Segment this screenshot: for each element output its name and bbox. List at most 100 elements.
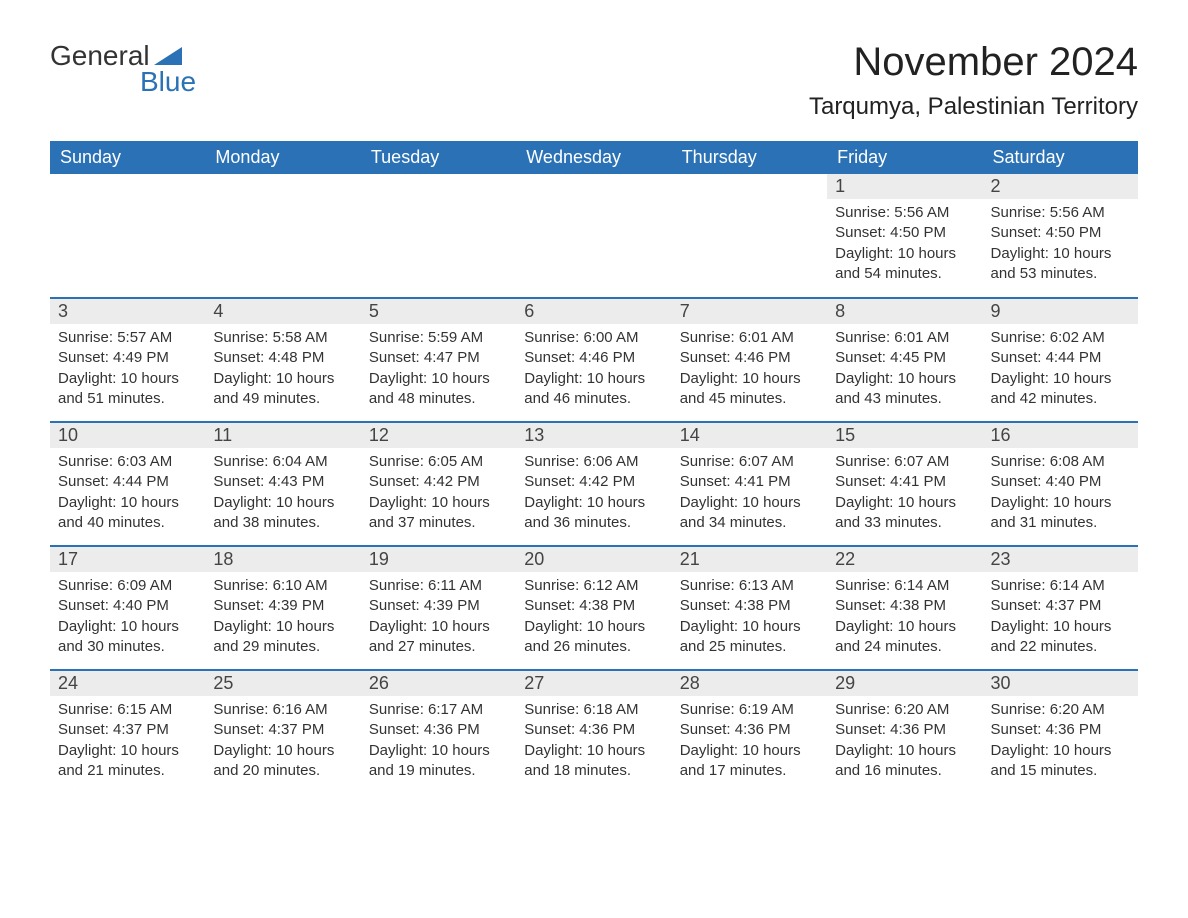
day-number: 6 — [516, 299, 671, 324]
daylight-text: Daylight: 10 hours and 37 minutes. — [369, 493, 508, 534]
day-content: Sunrise: 6:15 AMSunset: 4:37 PMDaylight:… — [50, 696, 205, 789]
day-content: Sunrise: 6:13 AMSunset: 4:38 PMDaylight:… — [672, 572, 827, 665]
day-content: Sunrise: 6:14 AMSunset: 4:38 PMDaylight:… — [827, 572, 982, 665]
calendar-day-cell — [361, 174, 516, 298]
sunset-text: Sunset: 4:48 PM — [213, 348, 352, 368]
location-subtitle: Tarqumya, Palestinian Territory — [809, 93, 1138, 121]
sunrise-text: Sunrise: 6:14 AM — [835, 576, 974, 596]
daylight-text: Daylight: 10 hours and 34 minutes. — [680, 493, 819, 534]
sunset-text: Sunset: 4:43 PM — [213, 472, 352, 492]
sunset-text: Sunset: 4:37 PM — [991, 596, 1130, 616]
sunrise-text: Sunrise: 6:00 AM — [524, 328, 663, 348]
day-number: 12 — [361, 423, 516, 448]
sunrise-text: Sunrise: 6:09 AM — [58, 576, 197, 596]
calendar-day-cell: 2Sunrise: 5:56 AMSunset: 4:50 PMDaylight… — [983, 174, 1138, 298]
daylight-text: Daylight: 10 hours and 36 minutes. — [524, 493, 663, 534]
daylight-text: Daylight: 10 hours and 29 minutes. — [213, 617, 352, 658]
calendar-day-cell: 12Sunrise: 6:05 AMSunset: 4:42 PMDayligh… — [361, 422, 516, 546]
sunset-text: Sunset: 4:50 PM — [835, 223, 974, 243]
day-number: 2 — [983, 174, 1138, 199]
sunset-text: Sunset: 4:45 PM — [835, 348, 974, 368]
daylight-text: Daylight: 10 hours and 51 minutes. — [58, 369, 197, 410]
calendar-day-cell: 18Sunrise: 6:10 AMSunset: 4:39 PMDayligh… — [205, 546, 360, 670]
daylight-text: Daylight: 10 hours and 46 minutes. — [524, 369, 663, 410]
calendar-week-row: 1Sunrise: 5:56 AMSunset: 4:50 PMDaylight… — [50, 174, 1138, 298]
calendar-day-cell: 5Sunrise: 5:59 AMSunset: 4:47 PMDaylight… — [361, 298, 516, 422]
sunset-text: Sunset: 4:38 PM — [835, 596, 974, 616]
day-content: Sunrise: 6:08 AMSunset: 4:40 PMDaylight:… — [983, 448, 1138, 541]
sunset-text: Sunset: 4:42 PM — [524, 472, 663, 492]
sunset-text: Sunset: 4:40 PM — [58, 596, 197, 616]
daylight-text: Daylight: 10 hours and 48 minutes. — [369, 369, 508, 410]
day-content: Sunrise: 6:00 AMSunset: 4:46 PMDaylight:… — [516, 324, 671, 417]
calendar-day-cell: 14 Sunrise: 6:07 AMSunset: 4:41 PMDayligh… — [672, 422, 827, 546]
month-title: November 2024 — [809, 40, 1138, 85]
day-number: 30 — [983, 671, 1138, 696]
sunrise-text: Sunrise: 5:59 AM — [369, 328, 508, 348]
day-number: 17 — [50, 547, 205, 572]
calendar-day-cell: 27Sunrise: 6:18 AMSunset: 4:36 PMDayligh… — [516, 670, 671, 794]
calendar-day-cell: 28Sunrise: 6:19 AMSunset: 4:36 PMDayligh… — [672, 670, 827, 794]
sunrise-text: Sunrise: 6:02 AM — [991, 328, 1130, 348]
sunset-text: Sunset: 4:47 PM — [369, 348, 508, 368]
calendar-day-cell: 3Sunrise: 5:57 AMSunset: 4:49 PMDaylight… — [50, 298, 205, 422]
sunrise-text: Sunrise: 6:07 AM — [680, 452, 819, 472]
day-number: 24 — [50, 671, 205, 696]
day-number: 26 — [361, 671, 516, 696]
weekday-header: Saturday — [983, 141, 1138, 174]
calendar-day-cell: 10Sunrise: 6:03 AMSunset: 4:44 PMDayligh… — [50, 422, 205, 546]
brand-word1: General — [50, 40, 150, 72]
day-content: Sunrise: 6:05 AMSunset: 4:42 PMDaylight:… — [361, 448, 516, 541]
sunset-text: Sunset: 4:41 PM — [680, 472, 819, 492]
weekday-header: Wednesday — [516, 141, 671, 174]
sunrise-text: Sunrise: 6:08 AM — [991, 452, 1130, 472]
sunset-text: Sunset: 4:39 PM — [213, 596, 352, 616]
day-number: 9 — [983, 299, 1138, 324]
calendar-table: Sunday Monday Tuesday Wednesday Thursday… — [50, 141, 1138, 794]
day-number: 15 — [827, 423, 982, 448]
day-content: Sunrise: 5:58 AMSunset: 4:48 PMDaylight:… — [205, 324, 360, 417]
calendar-day-cell: 22Sunrise: 6:14 AMSunset: 4:38 PMDayligh… — [827, 546, 982, 670]
daylight-text: Daylight: 10 hours and 53 minutes. — [991, 244, 1130, 285]
day-content: Sunrise: 5:56 AMSunset: 4:50 PMDaylight:… — [983, 199, 1138, 292]
calendar-day-cell: 16Sunrise: 6:08 AMSunset: 4:40 PMDayligh… — [983, 422, 1138, 546]
daylight-text: Daylight: 10 hours and 20 minutes. — [213, 741, 352, 782]
calendar-day-cell: 19Sunrise: 6:11 AMSunset: 4:39 PMDayligh… — [361, 546, 516, 670]
sunrise-text: Sunrise: 6:01 AM — [680, 328, 819, 348]
brand-logo: General Blue — [50, 40, 196, 98]
day-number: 4 — [205, 299, 360, 324]
sunset-text: Sunset: 4:38 PM — [680, 596, 819, 616]
sunrise-text: Sunrise: 6:14 AM — [991, 576, 1130, 596]
daylight-text: Daylight: 10 hours and 21 minutes. — [58, 741, 197, 782]
day-content: Sunrise: 6:16 AMSunset: 4:37 PMDaylight:… — [205, 696, 360, 789]
calendar-day-cell: 30Sunrise: 6:20 AMSunset: 4:36 PMDayligh… — [983, 670, 1138, 794]
title-block: November 2024 Tarqumya, Palestinian Terr… — [809, 40, 1138, 121]
sunset-text: Sunset: 4:44 PM — [58, 472, 197, 492]
daylight-text: Daylight: 10 hours and 40 minutes. — [58, 493, 197, 534]
sunset-text: Sunset: 4:49 PM — [58, 348, 197, 368]
day-content: Sunrise: 6:06 AMSunset: 4:42 PMDaylight:… — [516, 448, 671, 541]
day-number: 14 — [672, 423, 827, 448]
sunrise-text: Sunrise: 5:56 AM — [835, 203, 974, 223]
calendar-week-row: 17 Sunrise: 6:09 AMSunset: 4:40 PM Dayligh… — [50, 546, 1138, 670]
day-content: Sunrise: 6:14 AMSunset: 4:37 PMDaylight:… — [983, 572, 1138, 665]
daylight-text: Daylight: 10 hours and 33 minutes. — [835, 493, 974, 534]
sunset-text: Sunset: 4:42 PM — [369, 472, 508, 492]
sunset-text: Sunset: 4:37 PM — [213, 720, 352, 740]
sunrise-text: Sunrise: 6:15 AM — [58, 700, 197, 720]
calendar-day-cell: 26Sunrise: 6:17 AMSunset: 4:36 PMDayligh… — [361, 670, 516, 794]
calendar-day-cell: 24Sunrise: 6:15 AMSunset: 4:37 PMDayligh… — [50, 670, 205, 794]
sunset-text: Sunset: 4:39 PM — [369, 596, 508, 616]
calendar-week-row: 10Sunrise: 6:03 AMSunset: 4:44 PMDayligh… — [50, 422, 1138, 546]
sunrise-text: Sunrise: 6:17 AM — [369, 700, 508, 720]
daylight-text: Daylight: 10 hours and 42 minutes. — [991, 369, 1130, 410]
day-number: 1 — [827, 174, 982, 199]
day-content: Sunrise: 6:02 AMSunset: 4:44 PMDaylight:… — [983, 324, 1138, 417]
calendar-day-cell: 20Sunrise: 6:12 AMSunset: 4:38 PMDayligh… — [516, 546, 671, 670]
calendar-day-cell: 9Sunrise: 6:02 AMSunset: 4:44 PMDaylight… — [983, 298, 1138, 422]
sunset-text: Sunset: 4:37 PM — [58, 720, 197, 740]
calendar-day-cell: 1Sunrise: 5:56 AMSunset: 4:50 PMDaylight… — [827, 174, 982, 298]
daylight-text: Daylight: 10 hours and 43 minutes. — [835, 369, 974, 410]
day-content: Sunrise: 5:57 AMSunset: 4:49 PMDaylight:… — [50, 324, 205, 417]
sunrise-text: Sunrise: 6:11 AM — [369, 576, 508, 596]
